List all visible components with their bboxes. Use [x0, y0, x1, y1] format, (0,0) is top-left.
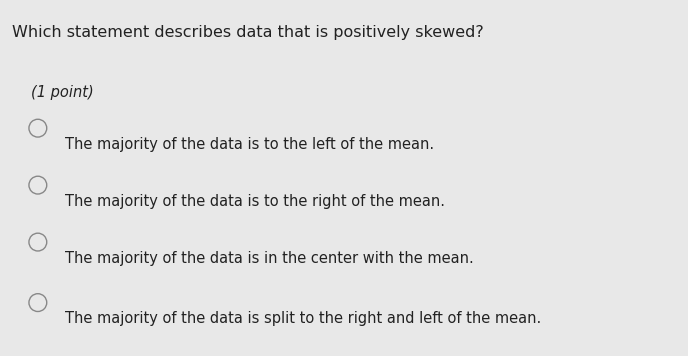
- Text: The majority of the data is split to the right and left of the mean.: The majority of the data is split to the…: [65, 312, 541, 326]
- Text: The majority of the data is in the center with the mean.: The majority of the data is in the cente…: [65, 251, 474, 266]
- Text: The majority of the data is to the left of the mean.: The majority of the data is to the left …: [65, 137, 435, 152]
- Text: The majority of the data is to the right of the mean.: The majority of the data is to the right…: [65, 194, 445, 209]
- Text: Which statement describes data that is positively skewed?: Which statement describes data that is p…: [12, 25, 484, 40]
- Text: (1 point): (1 point): [31, 85, 94, 100]
